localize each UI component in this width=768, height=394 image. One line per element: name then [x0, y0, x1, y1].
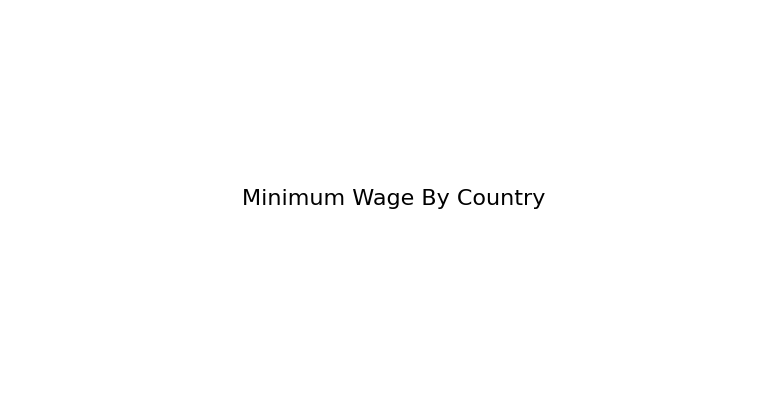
Text: Minimum Wage By Country: Minimum Wage By Country	[242, 189, 545, 209]
